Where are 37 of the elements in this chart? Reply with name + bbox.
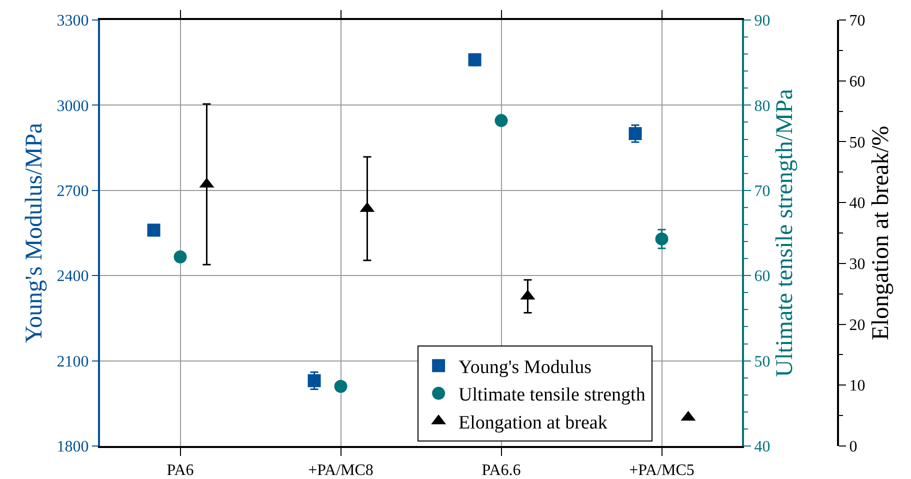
- y2-tick-label: 60: [754, 268, 770, 286]
- y-axis-title: Young's Modulus/MPa: [21, 122, 48, 343]
- y2-axis-title: Ultimate tensile strength/MPa: [772, 88, 798, 377]
- x-tick-label: PA6.6: [482, 462, 521, 479]
- y2-tick-label: 90: [754, 12, 770, 30]
- y2-tick-label: 80: [754, 98, 770, 115]
- y2-tick-label: 40: [754, 438, 770, 456]
- y2-tick-label: 50: [754, 353, 770, 370]
- y-tick-label: 3300: [56, 12, 89, 30]
- y3-axis-title: Elongation at break/%: [868, 126, 894, 340]
- x-tick-label: PA6: [166, 462, 194, 479]
- y3-tick-label: 40: [849, 195, 866, 212]
- y3-tick-label: 50: [849, 134, 866, 152]
- y3-tick-label: 10: [849, 378, 866, 395]
- point: [494, 114, 508, 128]
- legend-label: Elongation at break: [458, 412, 608, 434]
- y-tick-label: 2100: [56, 353, 89, 370]
- y-tick-label: 2700: [56, 183, 89, 200]
- point: [147, 224, 160, 237]
- y3-tick-label: 0: [849, 438, 858, 456]
- y2-tick-label: 70: [754, 183, 770, 200]
- y3-tick-label: 30: [849, 256, 866, 274]
- y3-tick-label: 60: [849, 73, 866, 90]
- point: [655, 232, 668, 246]
- y-tick-label: 3000: [56, 98, 89, 115]
- y3-tick-label: 20: [849, 316, 866, 334]
- legend-label: Young's Modulus: [458, 357, 592, 378]
- y-tick-label: 2400: [56, 268, 89, 286]
- y-tick-label: 1800: [56, 438, 89, 456]
- point: [334, 380, 348, 393]
- legend-label: Ultimate tensile strength: [458, 384, 646, 406]
- x-tick-label: +PA/MC5: [629, 462, 694, 479]
- point: [308, 374, 321, 388]
- y3-tick-label: 70: [849, 12, 866, 30]
- point: [174, 250, 187, 264]
- point: [628, 127, 642, 140]
- x-tick-label: +PA/MC8: [308, 462, 374, 479]
